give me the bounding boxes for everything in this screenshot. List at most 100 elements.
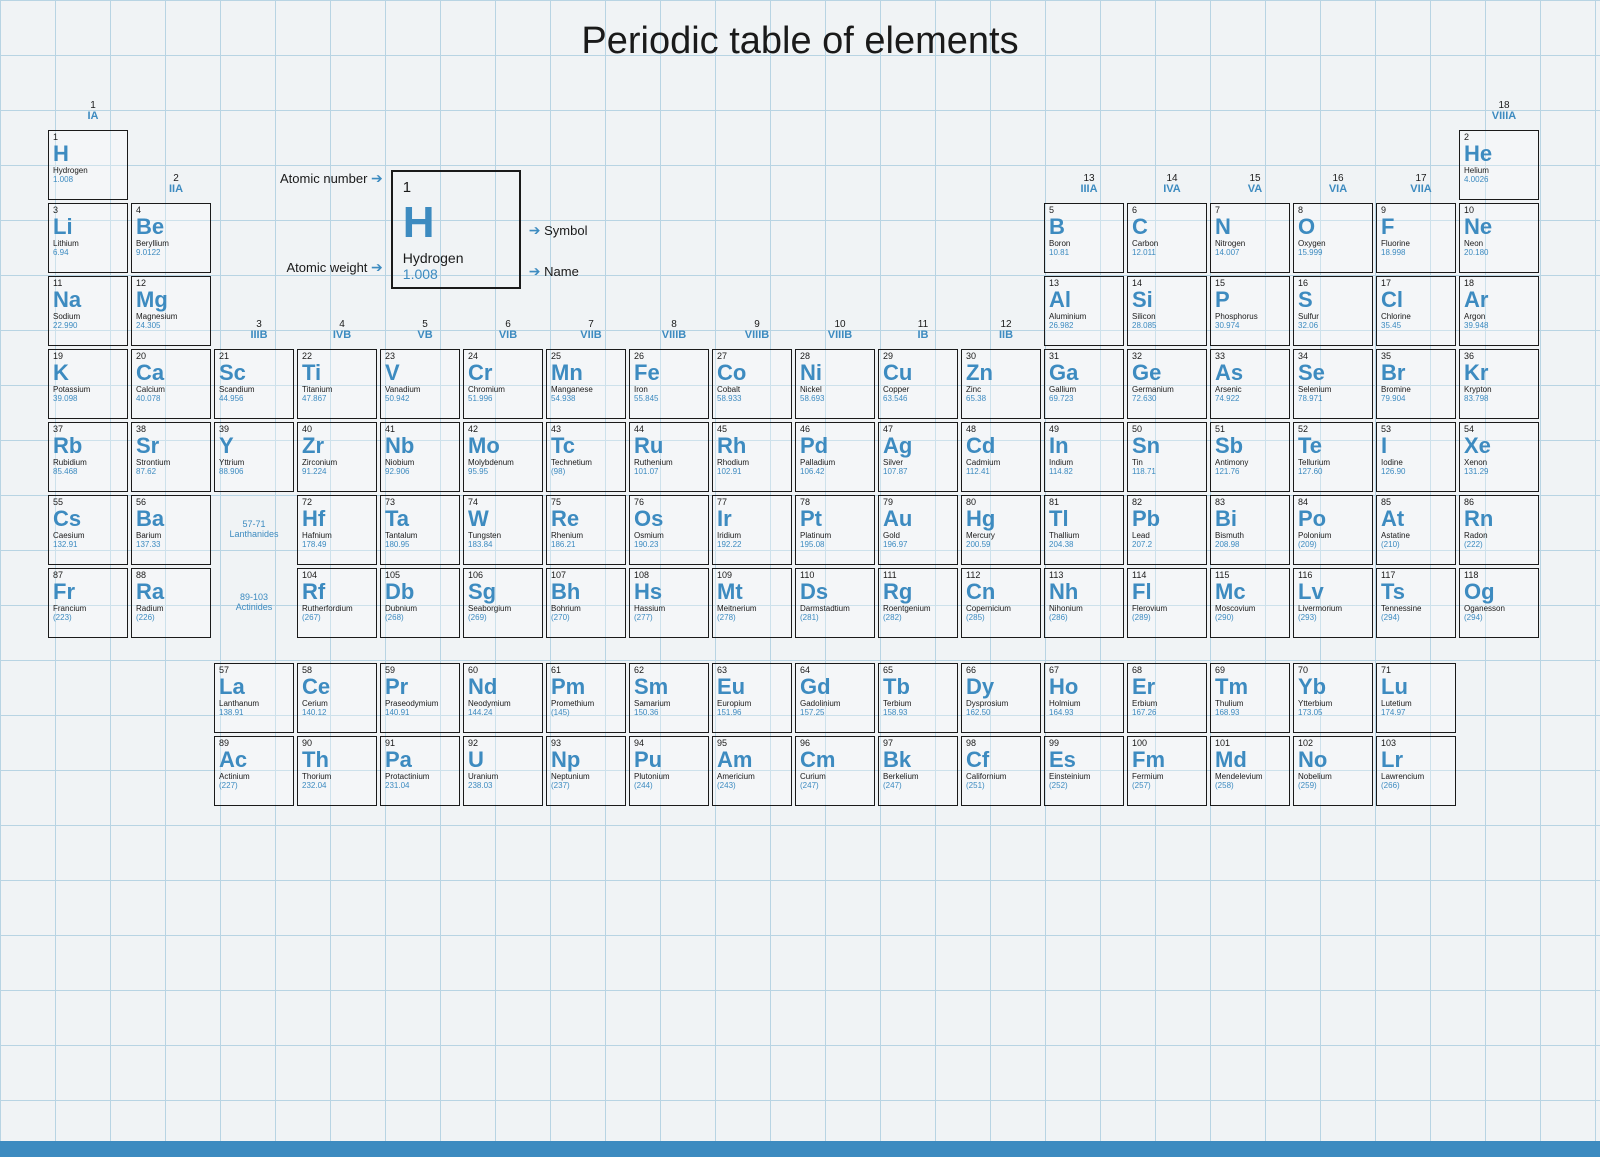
element-N: 7NNitrogen14.00715VA: [1210, 203, 1290, 273]
element-weight: 121.76: [1215, 468, 1285, 476]
element-weight: 20.180: [1464, 249, 1534, 257]
element-name: Sodium: [53, 313, 123, 321]
element-weight: 186.21: [551, 541, 621, 549]
element-weight: 50.942: [385, 395, 455, 403]
element-name: Copernicium: [966, 605, 1036, 613]
element-weight: 144.24: [468, 709, 538, 717]
element-Os: 76OsOsmium190.23: [629, 495, 709, 565]
empty-cell: [878, 130, 958, 200]
element-weight: (226): [136, 614, 206, 622]
element-symbol: Ho: [1049, 676, 1119, 698]
element-symbol: Y: [219, 435, 289, 457]
element-name: Tellurium: [1298, 459, 1368, 467]
group-header-9: 9VIIIB: [717, 320, 797, 341]
element-symbol: Cl: [1381, 289, 1451, 311]
element-No: 102NoNobelium(259): [1293, 736, 1373, 806]
element-Og: 118OgOganesson(294): [1459, 568, 1539, 638]
element-name: Antimony: [1215, 459, 1285, 467]
element-weight: (281): [800, 614, 870, 622]
element-Pa: 91PaProtactinium231.04: [380, 736, 460, 806]
element-name: Ytterbium: [1298, 700, 1368, 708]
element-name: Tin: [1132, 459, 1202, 467]
period-row: 87FrFrancium(223)88RaRadium(226)89-103 A…: [48, 568, 1542, 638]
element-name: Americium: [717, 773, 787, 781]
empty-cell: [380, 203, 460, 273]
element-Np: 93NpNeptunium(237): [546, 736, 626, 806]
group-roman: VB: [385, 330, 465, 341]
element-weight: 167.26: [1132, 709, 1202, 717]
element-Nd: 60NdNeodymium144.24: [463, 663, 543, 733]
element-Cu: 29CuCopper63.54611IB: [878, 349, 958, 419]
element-symbol: Re: [551, 508, 621, 530]
element-name: Carbon: [1132, 240, 1202, 248]
element-symbol: Pb: [1132, 508, 1202, 530]
element-symbol: Br: [1381, 362, 1451, 384]
element-symbol: Ga: [1049, 362, 1119, 384]
element-weight: (259): [1298, 782, 1368, 790]
element-symbol: N: [1215, 216, 1285, 238]
element-weight: 12.011: [1132, 249, 1202, 257]
group-header-1: 1IA: [53, 101, 133, 122]
element-Ga: 31GaGallium69.723: [1044, 349, 1124, 419]
group-roman: IIIB: [219, 330, 299, 341]
element-symbol: Rb: [53, 435, 123, 457]
element-Ag: 47AgSilver107.87: [878, 422, 958, 492]
element-name: Osmium: [634, 532, 704, 540]
element-weight: 178.49: [302, 541, 372, 549]
element-Sb: 51SbAntimony121.76: [1210, 422, 1290, 492]
element-name: Arsenic: [1215, 386, 1285, 394]
element-Pu: 94PuPlutonium(244): [629, 736, 709, 806]
element-Eu: 63EuEuropium151.96: [712, 663, 792, 733]
element-symbol: Yb: [1298, 676, 1368, 698]
element-Bk: 97BkBerkelium(247): [878, 736, 958, 806]
group-header-12: 12IIB: [966, 320, 1046, 341]
element-Cr: 24CrChromium51.9966VIB: [463, 349, 543, 419]
element-Md: 101MdMendelevium(258): [1210, 736, 1290, 806]
element-name: Einsteinium: [1049, 773, 1119, 781]
group-roman: IVA: [1132, 184, 1212, 195]
element-symbol: Ag: [883, 435, 953, 457]
element-Tc: 43TcTechnetium(98): [546, 422, 626, 492]
element-Ni: 28NiNickel58.69310VIIIB: [795, 349, 875, 419]
element-weight: 112.41: [966, 468, 1036, 476]
element-name: Silver: [883, 459, 953, 467]
element-weight: 192.22: [717, 541, 787, 549]
element-Pt: 78PtPlatinum195.08: [795, 495, 875, 565]
group-roman: IA: [53, 111, 133, 122]
element-symbol: Sb: [1215, 435, 1285, 457]
element-name: Bismuth: [1215, 532, 1285, 540]
group-header-16: 16VIA: [1298, 174, 1378, 195]
element-Au: 79AuGold196.97: [878, 495, 958, 565]
empty-cell: [961, 130, 1041, 200]
element-weight: (268): [385, 614, 455, 622]
element-weight: (227): [219, 782, 289, 790]
element-symbol: Mg: [136, 289, 206, 311]
element-name: Praseodymium: [385, 700, 455, 708]
element-weight: (293): [1298, 614, 1368, 622]
element-name: Helium: [1464, 167, 1534, 175]
element-name: Argon: [1464, 313, 1534, 321]
element-name: Uranium: [468, 773, 538, 781]
element-weight: (237): [551, 782, 621, 790]
element-symbol: Tb: [883, 676, 953, 698]
element-weight: 118.71: [1132, 468, 1202, 476]
element-name: Strontium: [136, 459, 206, 467]
element-name: Niobium: [385, 459, 455, 467]
element-weight: 30.974: [1215, 322, 1285, 330]
element-symbol: Sc: [219, 362, 289, 384]
empty-cell: [629, 130, 709, 200]
element-Er: 68ErErbium167.26: [1127, 663, 1207, 733]
element-weight: 196.97: [883, 541, 953, 549]
element-symbol: Hg: [966, 508, 1036, 530]
element-Mg: 12MgMagnesium24.305: [131, 276, 211, 346]
period-row: 55CsCaesium132.9156BaBarium137.3357-71 L…: [48, 495, 1542, 565]
element-name: Calcium: [136, 386, 206, 394]
element-weight: 79.904: [1381, 395, 1451, 403]
element-name: Germanium: [1132, 386, 1202, 394]
element-name: Holmium: [1049, 700, 1119, 708]
element-Cd: 48CdCadmium112.41: [961, 422, 1041, 492]
element-symbol: H: [53, 143, 123, 165]
element-weight: (257): [1132, 782, 1202, 790]
element-weight: 157.25: [800, 709, 870, 717]
element-weight: 18.998: [1381, 249, 1451, 257]
